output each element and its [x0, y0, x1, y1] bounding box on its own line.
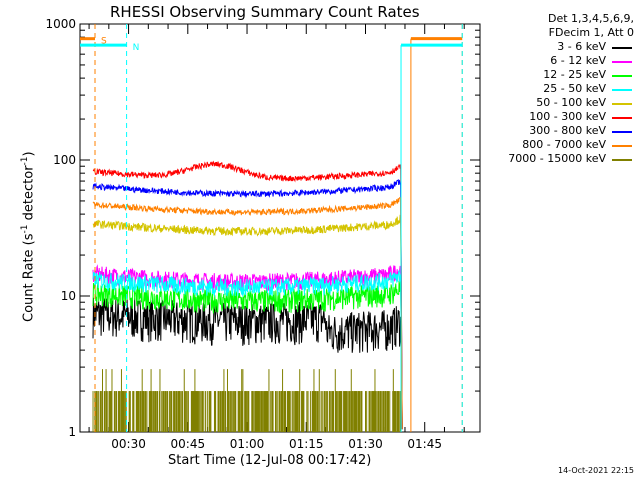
legend-entry: 7000 - 15000 keV [478, 152, 634, 166]
marker-label: N [133, 43, 140, 53]
legend-label: 800 - 7000 keV [522, 138, 606, 151]
legend-entry: 25 - 50 keV [478, 82, 634, 96]
timestamp: 14-Oct-2021 22:15 [558, 466, 634, 475]
legend-entry: 300 - 800 keV [478, 124, 634, 138]
legend-entry: 12 - 25 keV [478, 68, 634, 82]
legend-swatch [612, 131, 632, 133]
legend-label: 50 - 100 keV [536, 96, 606, 109]
x-tick-label: 01:15 [289, 437, 324, 451]
legend-swatch [612, 103, 632, 105]
y-tick-label: 100 [53, 153, 76, 167]
series-line [92, 179, 403, 430]
plot-frame [79, 23, 481, 433]
legend-header-line: Det 1,3,4,5,6,9, [547, 12, 634, 25]
legend-label: 7000 - 15000 keV [508, 152, 606, 165]
legend-entry: 800 - 7000 keV [478, 138, 634, 152]
legend-label: 300 - 800 keV [529, 124, 606, 137]
y-tick-label: 1 [68, 425, 76, 439]
series-line [92, 197, 403, 430]
legend: Det 1,3,4,5,6,9, FDecim 1, Att 0 3 - 6 k… [478, 12, 634, 166]
legend-label: 6 - 12 keV [550, 54, 606, 67]
y-tick-label: 10 [61, 289, 76, 303]
legend-entry: 50 - 100 keV [478, 96, 634, 110]
legend-entry: 100 - 300 keV [478, 110, 634, 124]
series-line [92, 264, 403, 430]
x-tick-label: 00:45 [171, 437, 206, 451]
legend-swatch [612, 159, 632, 161]
legend-entry: 3 - 6 keV [478, 40, 634, 54]
y-axis-label: Count Rate (s-1 detector-1) [20, 151, 37, 322]
legend-swatch [612, 47, 632, 49]
marker-label: S [101, 37, 107, 47]
series-line [92, 270, 403, 430]
series-line [92, 214, 403, 430]
series-line [92, 297, 403, 430]
series-line [92, 160, 403, 430]
x-tick-label: 01:30 [348, 437, 383, 451]
legend-header-line: FDecim 1, Att 0 [548, 26, 634, 39]
y-tick-label: 1000 [45, 17, 76, 31]
x-tick-label: 01:00 [230, 437, 265, 451]
x-tick-label: 01:45 [407, 437, 442, 451]
legend-label: 100 - 300 keV [529, 110, 606, 123]
x-axis-label: Start Time (12-Jul-08 00:17:42) [168, 453, 372, 468]
legend-label: 25 - 50 keV [543, 82, 606, 95]
legend-swatch [612, 145, 632, 147]
legend-entry: 6 - 12 keV [478, 54, 634, 68]
legend-swatch [612, 75, 632, 77]
legend-label: 12 - 25 keV [543, 68, 606, 81]
legend-label: 3 - 6 keV [557, 40, 606, 53]
legend-swatch [612, 89, 632, 91]
legend-swatch [612, 61, 632, 63]
series-line [92, 277, 403, 430]
x-tick-label: 00:30 [111, 437, 146, 451]
chart-title: RHESSI Observing Summary Count Rates [110, 3, 420, 21]
legend-swatch [612, 117, 632, 119]
